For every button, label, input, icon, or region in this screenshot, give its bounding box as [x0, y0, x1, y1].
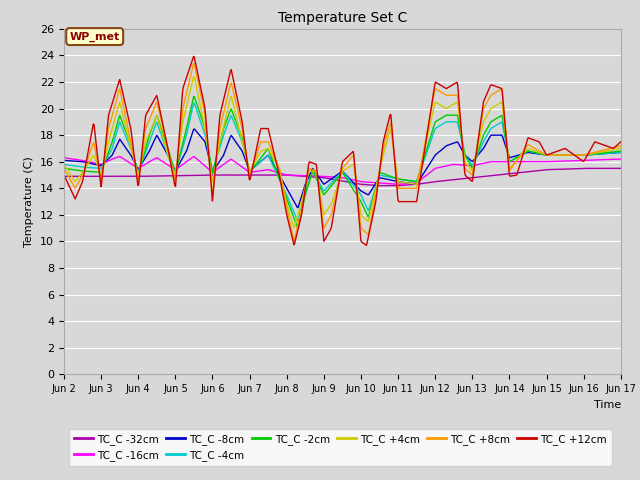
TC_C +4cm: [541, 152, 548, 157]
Line: TC_C -2cm: TC_C -2cm: [64, 96, 621, 227]
TC_C +4cm: [94, 164, 102, 170]
TC_C +4cm: [416, 166, 424, 172]
TC_C +4cm: [190, 74, 198, 80]
TC_C +4cm: [60, 161, 68, 167]
Line: TC_C -4cm: TC_C -4cm: [64, 103, 621, 221]
TC_C -16cm: [541, 159, 548, 165]
TC_C +12cm: [416, 177, 424, 182]
TC_C -4cm: [385, 174, 392, 180]
TC_C -2cm: [94, 169, 102, 175]
TC_C +12cm: [190, 53, 198, 59]
TC_C -8cm: [191, 126, 198, 132]
TC_C +12cm: [363, 242, 371, 248]
TC_C -4cm: [191, 100, 198, 106]
TC_C -8cm: [94, 162, 102, 168]
TC_C -16cm: [484, 159, 492, 165]
TC_C +12cm: [60, 172, 68, 178]
TC_C -32cm: [540, 167, 548, 173]
TC_C -8cm: [60, 157, 68, 163]
TC_C -8cm: [617, 150, 625, 156]
TC_C -32cm: [415, 181, 423, 187]
TC_C -4cm: [60, 161, 68, 167]
TC_C -16cm: [394, 181, 402, 187]
TC_C -4cm: [294, 218, 301, 224]
TC_C +8cm: [290, 238, 298, 243]
TC_C -8cm: [385, 177, 392, 182]
Y-axis label: Temperature (C): Temperature (C): [24, 156, 35, 247]
TC_C -16cm: [416, 178, 424, 183]
Text: WP_met: WP_met: [70, 31, 120, 42]
TC_C +8cm: [399, 185, 407, 191]
TC_C -4cm: [484, 132, 492, 137]
TC_C -2cm: [399, 177, 407, 183]
Line: TC_C -32cm: TC_C -32cm: [64, 168, 621, 186]
Legend: TC_C -32cm, TC_C -16cm, TC_C -8cm, TC_C -4cm, TC_C -2cm, TC_C +4cm, TC_C +8cm, T: TC_C -32cm, TC_C -16cm, TC_C -8cm, TC_C …: [69, 429, 612, 466]
TC_C -2cm: [385, 173, 392, 179]
TC_C -2cm: [617, 148, 625, 154]
TC_C -4cm: [399, 177, 407, 183]
TC_C +12cm: [484, 89, 492, 95]
TC_C +8cm: [190, 60, 198, 66]
Line: TC_C -16cm: TC_C -16cm: [64, 156, 621, 184]
TC_C -16cm: [94, 161, 102, 167]
TC_C -2cm: [541, 152, 548, 157]
TC_C +4cm: [290, 225, 298, 230]
X-axis label: Time: Time: [593, 400, 621, 409]
TC_C -32cm: [94, 173, 102, 179]
TC_C +12cm: [385, 117, 392, 123]
TC_C +4cm: [399, 180, 407, 185]
TC_C -32cm: [617, 166, 625, 171]
TC_C -16cm: [116, 154, 124, 159]
TC_C -2cm: [484, 125, 492, 131]
TC_C +12cm: [617, 139, 625, 144]
TC_C -8cm: [399, 180, 407, 185]
TC_C +8cm: [617, 143, 625, 149]
TC_C -8cm: [541, 152, 548, 158]
TC_C -4cm: [416, 169, 424, 175]
TC_C -8cm: [416, 176, 424, 182]
TC_C -2cm: [294, 224, 301, 230]
TC_C -16cm: [399, 181, 407, 187]
TC_C -4cm: [541, 152, 548, 157]
TC_C +8cm: [385, 126, 392, 132]
TC_C -32cm: [384, 183, 392, 189]
TC_C -32cm: [60, 173, 68, 179]
TC_C -32cm: [483, 173, 491, 179]
TC_C -4cm: [617, 150, 625, 156]
TC_C -32cm: [399, 182, 406, 188]
Line: TC_C +4cm: TC_C +4cm: [64, 77, 621, 228]
TC_C -2cm: [416, 168, 424, 173]
TC_C -16cm: [60, 155, 68, 161]
Line: TC_C +8cm: TC_C +8cm: [64, 63, 621, 240]
TC_C +4cm: [484, 111, 492, 117]
TC_C -16cm: [384, 181, 392, 187]
TC_C +8cm: [484, 98, 492, 104]
TC_C -2cm: [60, 166, 68, 171]
TC_C -4cm: [94, 165, 102, 171]
TC_C +8cm: [541, 151, 548, 157]
TC_C +8cm: [60, 166, 68, 171]
Line: TC_C +12cm: TC_C +12cm: [64, 56, 621, 245]
TC_C -2cm: [191, 94, 198, 99]
TC_C -8cm: [484, 138, 492, 144]
Title: Temperature Set C: Temperature Set C: [278, 11, 407, 25]
Line: TC_C -8cm: TC_C -8cm: [64, 129, 621, 207]
TC_C +8cm: [416, 167, 424, 173]
TC_C +8cm: [94, 163, 102, 168]
TC_C +4cm: [617, 145, 625, 151]
TC_C +12cm: [541, 149, 548, 155]
TC_C +4cm: [385, 132, 392, 138]
TC_C -16cm: [617, 156, 625, 162]
TC_C +12cm: [399, 199, 407, 204]
TC_C +12cm: [94, 159, 102, 165]
TC_C -32cm: [376, 183, 383, 189]
TC_C -8cm: [294, 204, 301, 210]
TC_C -32cm: [580, 166, 588, 171]
